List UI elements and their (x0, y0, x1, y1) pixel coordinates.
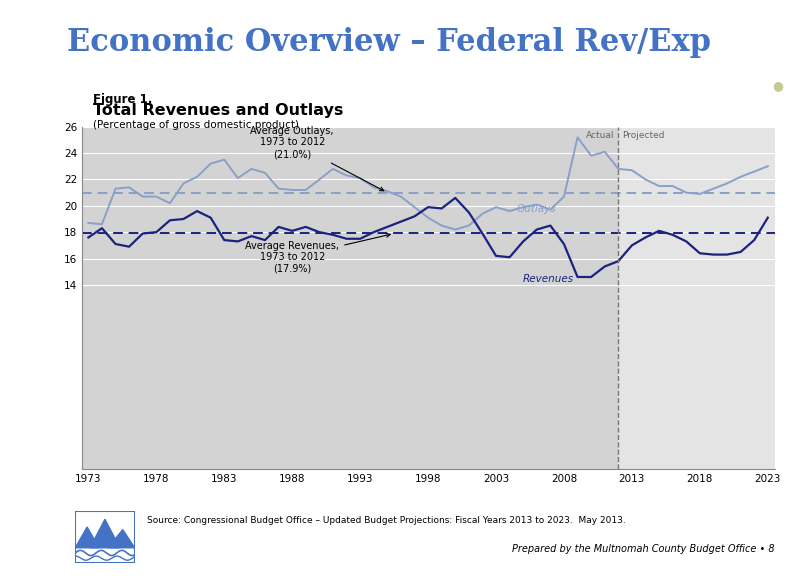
Bar (619, 127, 775, 469)
Text: (Percentage of gross domestic product): (Percentage of gross domestic product) (93, 120, 299, 130)
Text: Figure 1.: Figure 1. (93, 93, 153, 107)
Text: Revenues: Revenues (524, 274, 574, 285)
Polygon shape (90, 520, 120, 548)
Text: Prepared by the Multnomah County Budget Office • 8: Prepared by the Multnomah County Budget … (512, 544, 775, 554)
Bar (82, 127, 619, 469)
Text: Average Revenues,
1973 to 2012
(17.9%): Average Revenues, 1973 to 2012 (17.9%) (246, 233, 390, 274)
Text: Projected: Projected (623, 131, 665, 139)
Text: Outlays: Outlays (516, 204, 556, 214)
Text: Source: Congressional Budget Office – Updated Budget Projections: Fiscal Years 2: Source: Congressional Budget Office – Up… (147, 516, 625, 525)
Text: Average Outlays,
1973 to 2012
(21.0%): Average Outlays, 1973 to 2012 (21.0%) (250, 126, 384, 191)
Text: Actual: Actual (586, 131, 615, 139)
Text: Total Revenues and Outlays: Total Revenues and Outlays (93, 103, 344, 118)
Text: Economic Overview – Federal Rev/Exp: Economic Overview – Federal Rev/Exp (67, 27, 710, 58)
Text: ●: ● (772, 79, 783, 92)
Polygon shape (75, 527, 99, 548)
Polygon shape (108, 530, 135, 548)
